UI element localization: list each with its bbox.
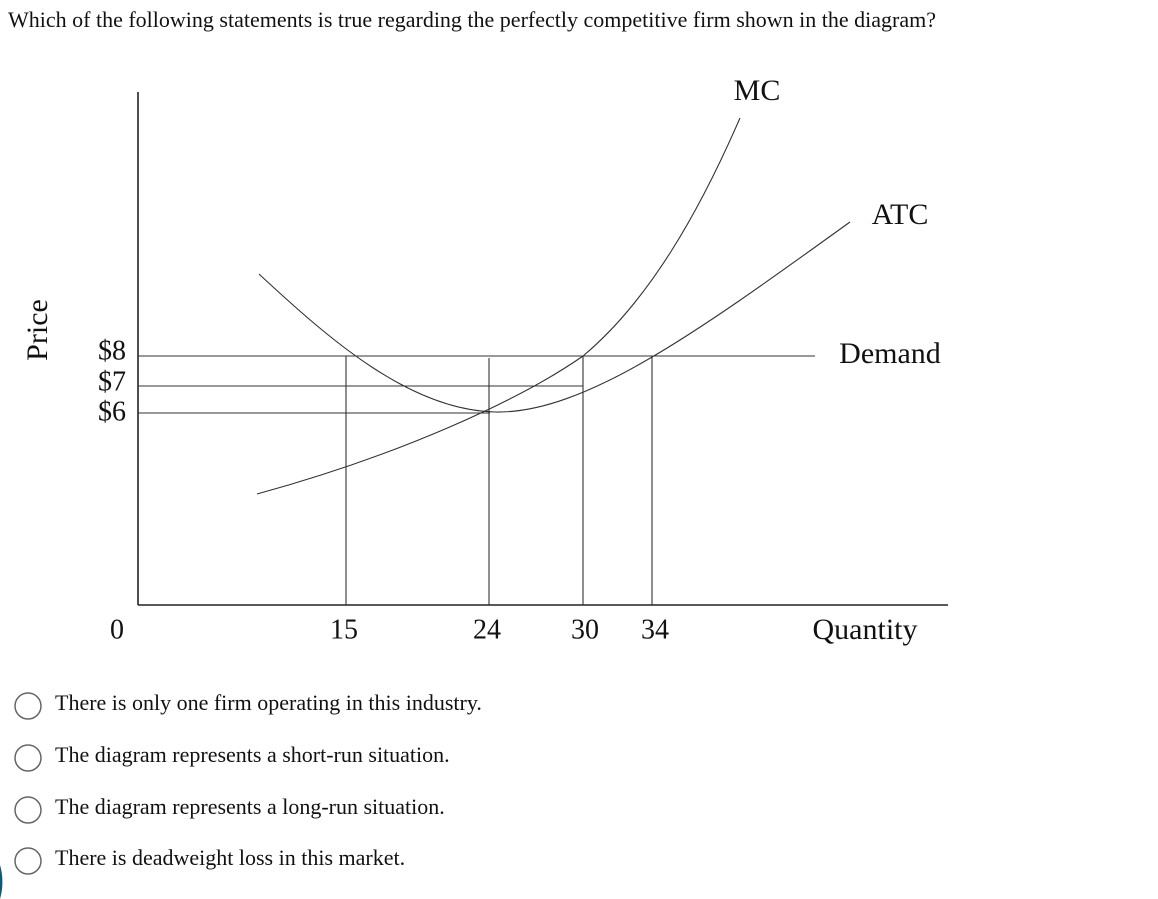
- diagram: MC ATC Demand Quantity Price $8 $7 $6 0 …: [21, 74, 948, 646]
- question: Which of the following statements is tru…: [8, 7, 936, 32]
- option[interactable]: There is only one firm operating in this…: [14, 690, 482, 720]
- curve-label: ATC: [872, 198, 929, 231]
- mc-curve: [256, 117, 741, 495]
- x-tick-label: 0: [110, 614, 124, 645]
- option[interactable]: There is deadweight loss in this market.: [14, 845, 405, 875]
- option-text[interactable]: The diagram represents a long-run situat…: [55, 794, 445, 819]
- radio-button[interactable]: [14, 796, 42, 824]
- option-text[interactable]: There is deadweight loss in this market.: [55, 845, 405, 870]
- x-tick-label: 30: [571, 614, 599, 645]
- x-tick-label: 15: [330, 614, 358, 645]
- y-tick-label: $8: [98, 335, 126, 366]
- radio-button[interactable]: [14, 692, 42, 720]
- x-axis-label: Quantity: [813, 613, 918, 646]
- y-tick-label: $7: [98, 366, 126, 397]
- option-text[interactable]: The diagram represents a short-run situa…: [55, 742, 450, 767]
- curve-label: Demand: [839, 337, 941, 370]
- option-text[interactable]: There is only one firm operating in this…: [55, 690, 482, 715]
- corner-badge: [0, 865, 3, 899]
- curve-label: MC: [734, 74, 781, 107]
- y-tick-label: $6: [98, 396, 126, 427]
- atc-curve: [258, 221, 851, 413]
- option[interactable]: The diagram represents a short-run situa…: [14, 742, 450, 772]
- x-tick-label: 24: [473, 614, 501, 645]
- x-tick-label: 34: [641, 614, 669, 645]
- radio-button[interactable]: [14, 744, 42, 772]
- radio-button[interactable]: [14, 847, 42, 875]
- y-axis-label: Price: [21, 299, 54, 361]
- option[interactable]: The diagram represents a long-run situat…: [14, 794, 445, 824]
